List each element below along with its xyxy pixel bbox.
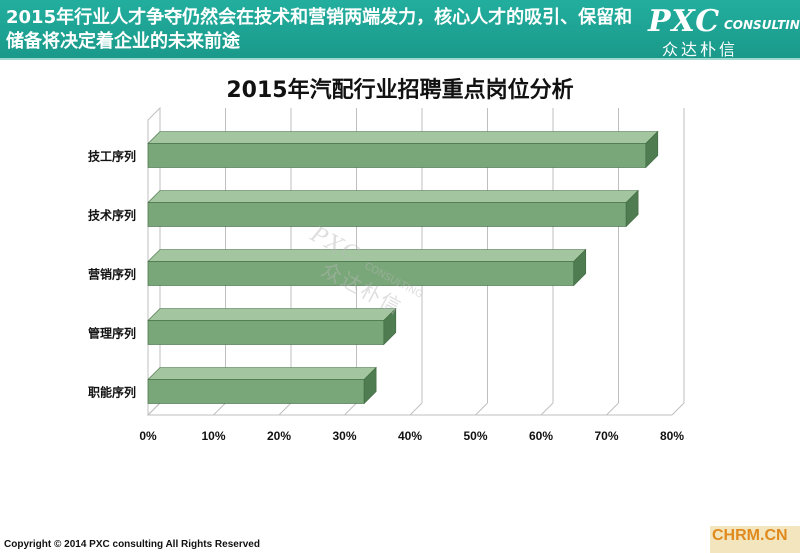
bar: [147, 202, 627, 227]
category-label: 管理序列: [88, 326, 136, 341]
logo-chinese-name: 众达朴信: [662, 40, 739, 59]
x-tick-label: 10%: [201, 429, 225, 443]
site-name: CHRM.CN: [712, 527, 788, 544]
category-label: 营销序列: [88, 267, 136, 282]
floor-gridline: [409, 402, 423, 416]
logo-text: PXC: [648, 4, 721, 39]
bar-end: [573, 248, 587, 287]
bar: [147, 320, 385, 345]
bar-top: [147, 308, 397, 321]
company-logo: PXC CONSULTING 众达朴信: [644, 4, 800, 59]
category-label: 技术序列: [88, 208, 136, 223]
copyright-footer: Copyright © 2014 PXC consulting All Righ…: [4, 539, 260, 550]
slide-header: 2015年行业人才争夺仍然会在技术和营销两端发力，核心人才的吸引、保留和储备将决…: [0, 0, 800, 60]
bar-end: [383, 307, 397, 346]
category-label: 技工序列: [88, 149, 136, 164]
bar-end: [363, 366, 377, 405]
floor-gridline: [606, 402, 619, 416]
logo-subtext: CONSULTING: [724, 18, 800, 32]
floor-gridline: [540, 402, 554, 416]
bar: [147, 379, 365, 404]
bar-end: [625, 189, 639, 228]
floor-gridline: [671, 402, 685, 416]
x-tick-label: 60%: [529, 429, 553, 443]
x-tick-label: 0%: [139, 429, 157, 443]
category-label: 职能序列: [88, 385, 136, 400]
floor-gridline: [213, 402, 226, 416]
slide-title: 2015年行业人才争夺仍然会在技术和营销两端发力，核心人才的吸引、保留和储备将决…: [6, 7, 633, 52]
bar: [147, 143, 647, 168]
floor-gridline: [344, 402, 357, 416]
chart-title: 2015年汽配行业招聘重点岗位分析: [226, 78, 574, 103]
bar-top: [147, 131, 659, 144]
x-tick-label: 40%: [398, 429, 422, 443]
x-tick-label: 30%: [332, 429, 356, 443]
bar-end: [645, 130, 659, 169]
floor-gridline: [278, 402, 292, 416]
floor-gridline: [475, 402, 488, 416]
bar-top: [147, 190, 639, 203]
x-tick-label: 20%: [267, 429, 291, 443]
site-badge: CHRM.CN: [710, 526, 800, 553]
x-tick-label: 70%: [594, 429, 618, 443]
x-tick-label: 80%: [660, 429, 684, 443]
x-tick-label: 50%: [463, 429, 487, 443]
bar-top: [147, 367, 377, 380]
